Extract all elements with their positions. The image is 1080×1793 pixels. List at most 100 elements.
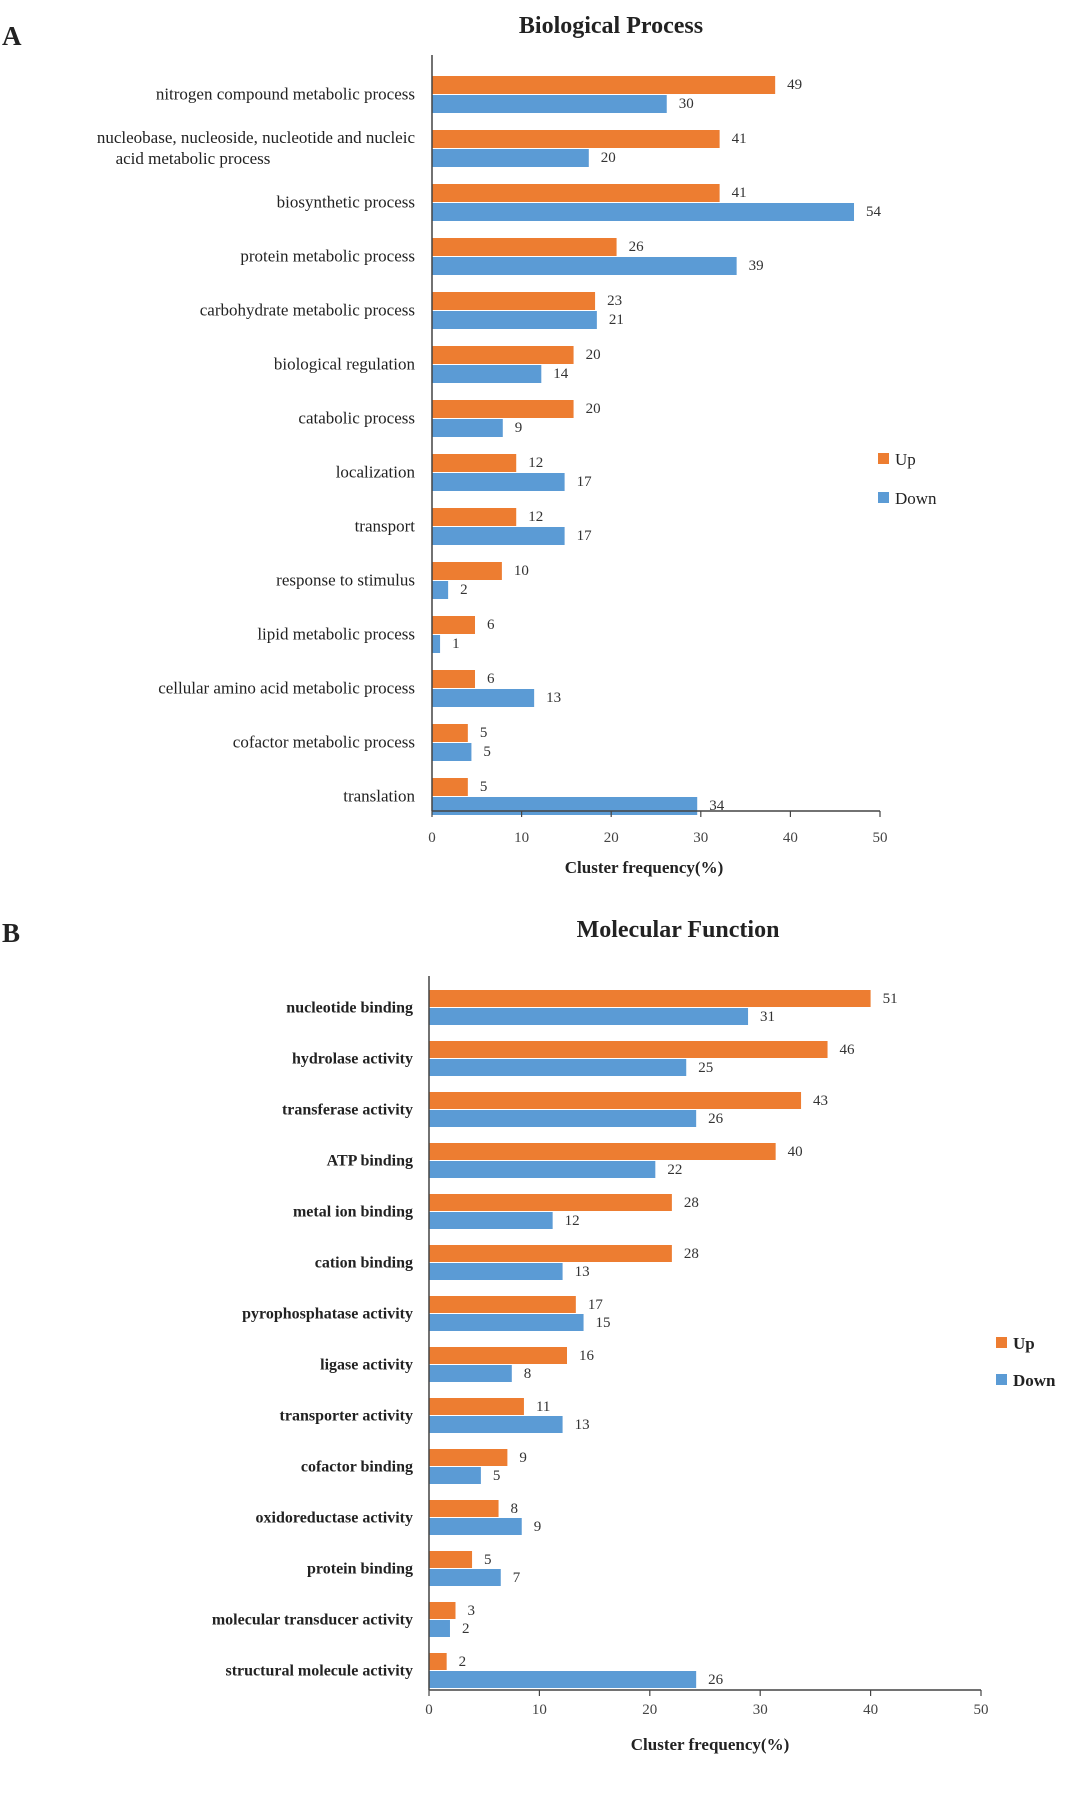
category-label: biological regulation — [274, 355, 416, 374]
data-label-down: 20 — [601, 150, 616, 166]
bar-down — [432, 689, 535, 707]
data-label-up: 2 — [459, 1654, 467, 1670]
legend-swatch-up — [996, 1337, 1007, 1348]
data-label-down: 26 — [708, 1111, 724, 1127]
category-label: structural molecule activity — [226, 1663, 414, 1680]
category-label: cofactor binding — [301, 1459, 413, 1476]
legend-label-up: Up — [1013, 1334, 1035, 1353]
bar-up — [429, 990, 871, 1007]
data-label-up: 49 — [787, 77, 802, 93]
data-label-down: 17 — [577, 528, 593, 544]
x-tick-label: 0 — [425, 1702, 433, 1718]
bar-down — [429, 1212, 553, 1229]
data-label-down: 9 — [534, 1519, 542, 1535]
bar-down — [432, 419, 503, 437]
x-tick-label: 50 — [873, 830, 888, 846]
bar-down — [429, 1467, 481, 1484]
data-label-up: 3 — [467, 1603, 475, 1619]
x-axis-title: Cluster frequency(%) — [631, 1735, 790, 1754]
data-label-down: 21 — [609, 312, 624, 328]
bar-up — [429, 1143, 776, 1160]
bar-down — [429, 1263, 563, 1280]
bar-down — [429, 1620, 450, 1637]
bar-down — [432, 797, 698, 815]
bar-down — [432, 149, 589, 167]
bar-up — [432, 184, 720, 202]
data-label-down: 15 — [596, 1315, 611, 1331]
data-label-up: 6 — [487, 671, 495, 687]
bar-up — [432, 724, 468, 742]
bar-down — [432, 581, 449, 599]
data-label-down: 9 — [515, 420, 523, 436]
data-label-up: 5 — [480, 725, 488, 741]
bar-down — [429, 1008, 749, 1025]
category-label: response to stimulus — [276, 571, 415, 590]
legend-label-up: Up — [895, 450, 916, 469]
category-label: hydrolase activity — [292, 1051, 413, 1068]
category-label: ATP binding — [327, 1153, 413, 1170]
bar-up — [429, 1551, 473, 1568]
bar-up — [432, 454, 517, 472]
category-label: transferase activity — [282, 1102, 413, 1119]
bar-down — [429, 1314, 584, 1331]
bar-up — [432, 508, 517, 526]
category-label: lipid metabolic process — [257, 625, 415, 644]
bar-up — [429, 1347, 567, 1364]
category-label: cation binding — [315, 1255, 413, 1272]
data-label-up: 46 — [840, 1042, 856, 1058]
x-tick-label: 20 — [642, 1702, 657, 1718]
bar-down — [432, 365, 542, 383]
category-label: nucleotide binding — [286, 1000, 413, 1017]
panel-letter: A — [2, 21, 22, 51]
bar-up — [432, 616, 476, 634]
data-label-down: 26 — [708, 1672, 724, 1688]
panel-letter: B — [2, 918, 20, 948]
x-tick-label: 10 — [532, 1702, 547, 1718]
bar-down — [432, 203, 855, 221]
bar-down — [432, 743, 472, 761]
data-label-up: 43 — [813, 1093, 828, 1109]
legend-swatch-down — [878, 492, 889, 503]
data-label-up: 6 — [487, 617, 495, 633]
bar-up — [432, 346, 574, 364]
data-label-down: 54 — [866, 204, 882, 220]
category-label: cofactor metabolic process — [233, 733, 415, 752]
data-label-up: 28 — [684, 1246, 699, 1262]
data-label-up: 8 — [511, 1501, 519, 1517]
data-label-up: 9 — [519, 1450, 527, 1466]
x-tick-label: 30 — [693, 830, 708, 846]
bar-down — [429, 1518, 522, 1535]
bar-up — [429, 1194, 672, 1211]
data-label-down: 17 — [577, 474, 593, 490]
category-label: protein binding — [307, 1561, 413, 1578]
category-label: biosynthetic process — [277, 193, 415, 212]
bar-down — [429, 1671, 697, 1688]
data-label-down: 5 — [493, 1468, 501, 1484]
bar-up — [432, 562, 502, 580]
bar-up — [432, 76, 776, 94]
x-tick-label: 20 — [604, 830, 619, 846]
chart-title: Biological Process — [519, 13, 703, 39]
bar-up — [432, 400, 574, 418]
category-label: molecular transducer activity — [212, 1612, 413, 1629]
data-label-down: 13 — [575, 1264, 590, 1280]
bar-down — [429, 1569, 501, 1586]
data-label-up: 41 — [732, 185, 747, 201]
data-label-down: 31 — [760, 1009, 775, 1025]
category-label: metal ion binding — [293, 1204, 413, 1221]
data-label-up: 10 — [514, 563, 529, 579]
legend-label-down: Down — [895, 489, 937, 508]
category-label: protein metabolic process — [240, 247, 415, 266]
bar-down — [429, 1161, 656, 1178]
bar-up — [429, 1500, 499, 1517]
legend-swatch-down — [996, 1374, 1007, 1385]
data-label-up: 40 — [788, 1144, 803, 1160]
data-label-up: 28 — [684, 1195, 699, 1211]
bar-up — [429, 1602, 456, 1619]
legend-swatch-up — [878, 453, 889, 464]
data-label-down: 12 — [565, 1213, 580, 1229]
bar-down — [429, 1059, 687, 1076]
data-label-up: 23 — [607, 293, 622, 309]
bar-up — [432, 778, 468, 796]
